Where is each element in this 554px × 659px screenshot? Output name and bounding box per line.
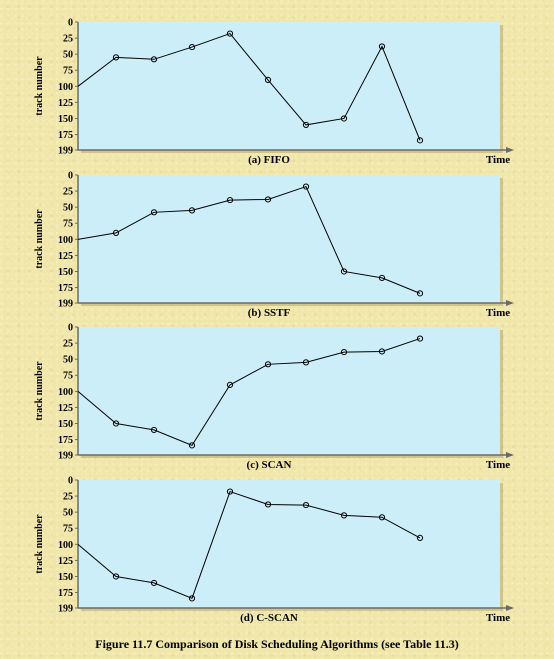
panel-2-data-point xyxy=(416,290,424,297)
panel-4-y-tick-label: 125 xyxy=(58,556,73,567)
figure-caption: Figure 11.7 Comparison of Disk Schedulin… xyxy=(95,637,459,651)
panel-1-data-point xyxy=(302,121,310,129)
panel-4-data-point xyxy=(302,501,310,509)
panel-1-y-tick-label: 150 xyxy=(58,114,73,125)
panel-1-y-tick-label: 75 xyxy=(63,66,73,77)
panel-3-x-axis-label: Time xyxy=(486,459,510,471)
panel-2-y-tick-label: 25 xyxy=(63,187,73,198)
panel-1-y-axis-label: track number xyxy=(34,56,45,116)
panel-3-title: (c) SCAN xyxy=(247,459,292,471)
panel-1-y-tick-label: 199 xyxy=(58,146,73,157)
panel-2-data-point xyxy=(302,183,310,190)
panel-4-y-tick-label: 25 xyxy=(63,492,73,503)
panel-3-data-point xyxy=(302,359,310,366)
panel-4-data-point xyxy=(226,488,234,495)
panel-1-title: (a) FIFO xyxy=(248,154,290,166)
panel-1-data-point xyxy=(416,137,424,144)
panel-4-data-point xyxy=(340,512,348,519)
panel-3-y-tick-label: 199 xyxy=(58,451,73,462)
panel-2-data-point xyxy=(226,196,234,204)
panel-1-y-tick-label: 0 xyxy=(68,18,73,29)
panel-2-y-tick-label: 125 xyxy=(58,251,73,262)
panel-3-data-point xyxy=(264,361,272,368)
panel-1-data-point xyxy=(378,43,386,50)
panel-4-x-axis-label: Time xyxy=(486,612,510,624)
panel-2-y-tick-label: 100 xyxy=(58,235,73,246)
panel-1-plot-area xyxy=(78,22,500,150)
panel-2-data-point xyxy=(150,209,158,216)
panel-2-y-tick-label: 50 xyxy=(63,203,73,214)
panel-4-y-tick-label: 100 xyxy=(58,540,73,551)
panel-2-y-tick-label: 75 xyxy=(63,219,73,230)
panel-3-y-axis-label: track number xyxy=(34,361,45,421)
panel-1-data-point xyxy=(226,30,234,37)
panel-3-y-tick-label: 0 xyxy=(68,323,73,334)
panel-1-series-line xyxy=(77,32,421,141)
panel-3-plot-area xyxy=(78,327,500,455)
panel-4-plot-area xyxy=(78,480,500,608)
panel-3-y-tick-label: 100 xyxy=(58,387,73,398)
panel-4-data-point xyxy=(112,573,120,580)
panel-3-data-point xyxy=(340,348,348,356)
panel-2-plot-area xyxy=(78,175,500,303)
panel-2-y-tick-label: 175 xyxy=(58,283,73,294)
panel-1-y-tick-label: 125 xyxy=(58,98,73,109)
panel-3-data-point xyxy=(226,381,234,388)
panel-3-x-axis-arrow xyxy=(506,452,514,458)
panel-2-y-axis-label: track number xyxy=(34,209,45,269)
panel-2-series-line xyxy=(77,185,421,294)
panel-3-data-point xyxy=(378,348,386,355)
panel-3-data-point xyxy=(188,442,196,449)
panel-4-data-point xyxy=(150,579,158,587)
panel-3-data-point xyxy=(150,426,158,434)
panel-3-y-tick-label: 75 xyxy=(63,371,73,382)
panel-1-data-point xyxy=(340,115,348,122)
panel-2-data-point xyxy=(264,196,272,203)
panel-4-y-tick-label: 175 xyxy=(58,588,73,599)
panel-2-x-axis-arrow xyxy=(506,300,514,306)
panel-1-data-point xyxy=(150,56,158,63)
panel-2-title: (b) SSTF xyxy=(248,307,291,319)
panel-1-y-tick-label: 50 xyxy=(63,50,73,61)
panel-1-x-axis-label: Time xyxy=(486,154,510,166)
panel-4-y-tick-label: 150 xyxy=(58,572,73,583)
panel-2-data-point xyxy=(378,274,386,282)
panel-1-data-point xyxy=(264,76,272,83)
panel-2-y-tick-label: 0 xyxy=(68,171,73,182)
panel-4-y-tick-label: 50 xyxy=(63,508,73,519)
panel-2-y-tick-label: 199 xyxy=(58,299,73,310)
panel-4-x-axis-arrow xyxy=(506,605,514,611)
panel-2-data-point xyxy=(112,229,120,236)
panel-1-data-point xyxy=(188,43,196,51)
panel-4-y-tick-label: 75 xyxy=(63,524,73,535)
panel-4-y-axis-label: track number xyxy=(34,514,45,574)
panel-4-data-point xyxy=(188,595,196,602)
panel-4-y-tick-label: 0 xyxy=(68,476,73,487)
panel-3-y-tick-label: 50 xyxy=(63,355,73,366)
panel-3-y-tick-label: 125 xyxy=(58,403,73,414)
panel-2-x-axis-label: Time xyxy=(486,307,510,319)
panel-4-data-point xyxy=(416,534,424,541)
panel-1-y-tick-label: 100 xyxy=(58,82,73,93)
panel-1-y-tick-label: 25 xyxy=(63,34,73,45)
panel-3-y-tick-label: 175 xyxy=(58,435,73,446)
panel-1-x-axis-arrow xyxy=(506,147,514,153)
panel-4-data-point xyxy=(378,514,386,521)
panel-2-y-tick-label: 150 xyxy=(58,267,73,278)
panel-2-data-point xyxy=(340,268,348,275)
panels-group: 0 25 50 75 100 125 150 175 199 track number Time (a… xyxy=(34,18,514,624)
panel-3-y-tick-label: 150 xyxy=(58,419,73,430)
panel-4-title: (d) C-SCAN xyxy=(240,612,298,624)
panel-4-data-point xyxy=(264,501,272,508)
panel-4-series-line xyxy=(77,490,421,600)
panel-3-data-point xyxy=(416,335,424,342)
panel-3-series-line xyxy=(77,338,421,446)
panel-3-data-point xyxy=(112,420,120,427)
panel-3-y-tick-label: 25 xyxy=(63,339,73,350)
panel-1-data-point xyxy=(112,54,120,61)
panel-2-data-point xyxy=(188,207,196,214)
panel-1-y-tick-label: 175 xyxy=(58,130,73,141)
panel-4-y-tick-label: 199 xyxy=(58,604,73,615)
